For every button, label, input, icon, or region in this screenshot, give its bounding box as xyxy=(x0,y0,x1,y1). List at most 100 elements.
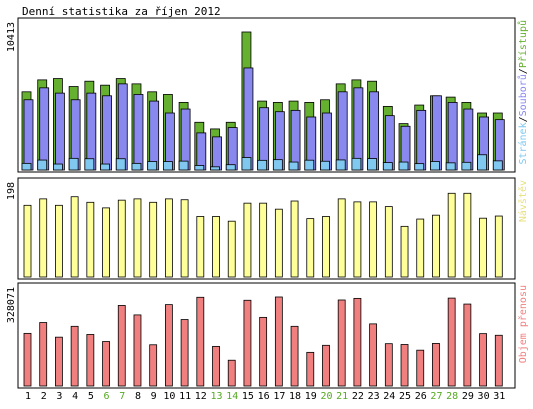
bar-day-10 xyxy=(164,304,173,387)
bar-souborů-day-24 xyxy=(384,115,395,171)
chart-title: Denní statistika za říjen 2012 xyxy=(22,5,221,18)
bar-souborů-day-7 xyxy=(117,83,128,171)
bar-stránek-day-27 xyxy=(430,161,440,171)
bar-souborů-day-26 xyxy=(416,109,427,171)
bar-day-1 xyxy=(23,204,32,278)
bar-souborů-day-3 xyxy=(55,92,65,171)
bar-day-27 xyxy=(432,214,440,278)
bar-day-14 xyxy=(227,220,236,278)
bar-day-31 xyxy=(494,215,503,278)
x-tick-label: 9 xyxy=(151,391,157,402)
panel-1: 10413 Stránek/Souborů/Přístupů xyxy=(6,17,529,173)
bar-day-17 xyxy=(274,296,283,387)
bar-souborů-day-27 xyxy=(432,95,442,171)
bar-day-7 xyxy=(117,199,126,278)
bar-day-22 xyxy=(353,201,362,278)
bar-stránek-day-5 xyxy=(84,158,95,171)
bar-day-16 xyxy=(259,316,268,387)
bar-souborů-day-12 xyxy=(196,132,207,171)
bar-stránek-day-31 xyxy=(492,160,503,171)
x-tick-label: 4 xyxy=(72,391,78,402)
x-tick-label: 24 xyxy=(383,391,395,402)
bar-stránek-day-29 xyxy=(461,161,472,171)
x-tick-label: 27 xyxy=(430,391,442,402)
bar-stránek-day-10 xyxy=(162,161,173,171)
bar-day-28 xyxy=(447,192,456,278)
bar-souborů-day-21 xyxy=(337,91,348,171)
bar-day-12 xyxy=(196,216,205,278)
bar-souborů-day-22 xyxy=(353,87,364,171)
bar-stránek-day-2 xyxy=(37,159,48,171)
x-tick-label: 28 xyxy=(446,391,458,402)
bar-day-18 xyxy=(290,200,299,278)
bar-souborů-day-1 xyxy=(23,99,34,171)
bar-day-11 xyxy=(180,319,189,387)
bar-stránek-day-12 xyxy=(194,165,205,171)
bar-stránek-day-18 xyxy=(288,161,299,171)
bar-souborů-day-8 xyxy=(133,94,144,171)
bar-souborů-day-29 xyxy=(463,108,474,171)
legend-entry: Stránek xyxy=(517,122,529,164)
bar-stránek-day-13 xyxy=(210,166,220,171)
bar-day-23 xyxy=(369,201,378,278)
bar-day-3 xyxy=(55,204,63,278)
bar-day-23 xyxy=(369,323,378,387)
legend: Návštěv xyxy=(517,180,529,222)
bar-day-25 xyxy=(400,344,409,387)
legend-entry: Objem přenosu xyxy=(517,285,529,363)
bar-day-24 xyxy=(384,343,393,387)
bar-souborů-day-9 xyxy=(149,100,160,171)
bar-day-4 xyxy=(70,196,79,278)
bar-day-22 xyxy=(353,297,362,387)
bar-souborů-day-13 xyxy=(212,136,222,171)
bar-day-27 xyxy=(432,343,440,387)
bar-day-15 xyxy=(243,299,252,387)
x-tick-label: 18 xyxy=(289,391,301,402)
panel-2: 198 Návštěv xyxy=(6,177,529,280)
bar-day-16 xyxy=(259,202,268,278)
bar-day-14 xyxy=(227,359,236,387)
bar-souborů-day-14 xyxy=(227,127,238,171)
bar-stránek-day-25 xyxy=(398,161,409,171)
legend: Stránek/Souborů/Přístupů xyxy=(517,20,529,165)
x-tick-label: 7 xyxy=(119,391,125,402)
bar-stránek-day-20 xyxy=(320,160,330,171)
bar-day-20 xyxy=(322,344,330,387)
x-tick-label: 2 xyxy=(41,391,47,402)
bar-day-21 xyxy=(337,299,346,387)
x-tick-label: 5 xyxy=(88,391,94,402)
x-tick-label: 19 xyxy=(305,391,317,402)
bar-day-15 xyxy=(243,202,252,278)
legend-entry: Návštěv xyxy=(517,180,529,222)
y-max-label: 10413 xyxy=(6,22,17,52)
bar-day-1 xyxy=(23,332,32,387)
bar-stránek-day-8 xyxy=(131,162,142,171)
x-tick-label: 8 xyxy=(135,391,141,402)
bar-day-19 xyxy=(306,218,315,278)
bar-day-12 xyxy=(196,296,205,387)
bar-day-13 xyxy=(212,216,220,278)
bar-stránek-day-3 xyxy=(53,163,63,171)
x-tick-label: 25 xyxy=(399,391,411,402)
bar-day-20 xyxy=(322,216,330,278)
bar-day-8 xyxy=(133,198,142,278)
bar-day-31 xyxy=(494,334,503,387)
x-tick-label: 17 xyxy=(273,391,285,402)
bar-day-26 xyxy=(416,218,425,278)
bar-day-6 xyxy=(102,341,110,387)
x-tick-label: 20 xyxy=(320,391,332,402)
x-tick-label: 29 xyxy=(462,391,474,402)
bar-day-25 xyxy=(400,225,409,278)
x-tick-label: 31 xyxy=(493,391,505,402)
x-tick-label: 15 xyxy=(242,391,254,402)
x-tick-label: 22 xyxy=(352,391,364,402)
bar-day-6 xyxy=(102,207,110,278)
bar-day-30 xyxy=(479,217,487,278)
bar-stránek-day-16 xyxy=(257,159,268,171)
bar-stránek-day-28 xyxy=(445,162,456,171)
bar-souborů-day-6 xyxy=(102,95,112,171)
bar-day-3 xyxy=(55,336,63,387)
bar-day-24 xyxy=(384,206,393,278)
